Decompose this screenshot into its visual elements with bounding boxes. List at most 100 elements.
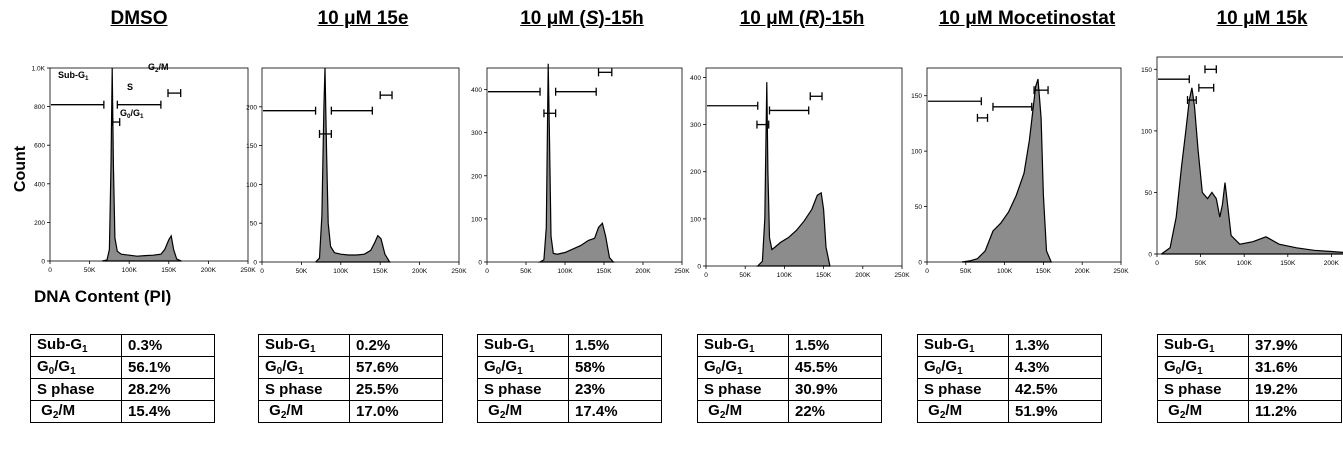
x-tick-label: 200K xyxy=(201,267,217,274)
phase-value: 15.4% xyxy=(121,400,215,423)
phase-value: 51.9% xyxy=(1008,400,1102,423)
phase-value: 45.5% xyxy=(788,356,882,379)
phase-value: 25.5% xyxy=(349,378,443,401)
panel-title-4: 10 μM (R)-15h xyxy=(739,8,865,29)
y-tick-label: 300 xyxy=(690,122,701,129)
y-tick-label: 100 xyxy=(690,216,701,223)
x-tick-label: 200K xyxy=(412,268,428,275)
phase-value: 4.3% xyxy=(1008,356,1102,379)
phase-value: 37.9% xyxy=(1248,334,1342,357)
x-tick-label: 0 xyxy=(704,272,708,279)
histogram-area xyxy=(961,78,1053,263)
x-tick-label: 0 xyxy=(48,267,52,274)
histogram-area xyxy=(537,63,615,263)
phase-label: Sub-G1 xyxy=(1157,334,1249,357)
histogram-area xyxy=(102,67,182,262)
panel-title-6: 10 μM 15k xyxy=(1216,8,1308,29)
x-tick-label: 250K xyxy=(1113,268,1129,275)
phase-value: 56.1% xyxy=(121,356,215,379)
phase-table-1: Sub-G1 0.3% G0/G1 56.1% S phase 28.2% G2/M 15.… xyxy=(30,334,215,423)
table-row: G2/M 22% xyxy=(697,400,882,423)
y-tick-label: 200 xyxy=(471,173,482,180)
x-tick-label: 100K xyxy=(777,272,793,279)
y-tick-label: 100 xyxy=(246,182,257,189)
histogram-area xyxy=(1161,87,1343,255)
x-tick-label: 250K xyxy=(240,267,256,274)
x-tick-label: 150K xyxy=(373,268,389,275)
phase-table-3: Sub-G1 1.5% G0/G1 58% S phase 23% G2/M 17.4% xyxy=(477,334,662,423)
x-tick-label: 50K xyxy=(739,272,751,279)
y-tick-label: 600 xyxy=(34,143,45,150)
phase-label: S phase xyxy=(258,378,350,401)
histogram-area xyxy=(756,82,831,267)
y-tick-label: 100 xyxy=(471,216,482,223)
table-row: G2/M 51.9% xyxy=(917,400,1102,423)
y-tick-label: 400 xyxy=(471,87,482,94)
table-row: Sub-G1 37.9% xyxy=(1157,334,1342,357)
y-tick-label: 150 xyxy=(1141,67,1152,74)
phase-label: S phase xyxy=(1157,378,1249,401)
x-tick-label: 150K xyxy=(596,268,612,275)
phase-label: S phase xyxy=(477,378,569,401)
y-tick-label: 0 xyxy=(41,259,45,266)
x-tick-label: 200K xyxy=(1324,260,1340,267)
y-tick-label: 0 xyxy=(478,260,482,267)
y-tick-label: 800 xyxy=(34,104,45,111)
phase-value: 17.0% xyxy=(349,400,443,423)
y-tick-label: 0 xyxy=(1148,252,1152,259)
x-tick-label: 100K xyxy=(1237,260,1253,267)
x-tick-label: 200K xyxy=(855,272,871,279)
phase-value: 31.6% xyxy=(1248,356,1342,379)
panel-title-1: DMSO xyxy=(110,8,168,29)
y-tick-label: 200 xyxy=(246,104,257,111)
table-row: S phase 42.5% xyxy=(917,378,1102,401)
gate-label: G2/M xyxy=(148,62,169,74)
y-tick-label: 50 xyxy=(915,204,923,211)
x-tick-label: 200K xyxy=(1075,268,1091,275)
y-tick-label: 200 xyxy=(34,220,45,227)
x-tick-label: 100K xyxy=(333,268,349,275)
phase-label: G0/G1 xyxy=(1157,356,1249,379)
phase-label: Sub-G1 xyxy=(917,334,1009,357)
phase-label: G2/M xyxy=(477,400,569,423)
phase-table-6: Sub-G1 37.9% G0/G1 31.6% S phase 19.2% G2/M 11… xyxy=(1157,334,1342,423)
x-tick-label: 250K xyxy=(674,268,690,275)
table-row: G0/G1 31.6% xyxy=(1157,356,1342,379)
phase-value: 19.2% xyxy=(1248,378,1342,401)
x-tick-label: 200K xyxy=(635,268,651,275)
phase-value: 22% xyxy=(788,400,882,423)
phase-value: 1.3% xyxy=(1008,334,1102,357)
table-row: Sub-G1 1.5% xyxy=(477,334,662,357)
phase-table-4: Sub-G1 1.5% G0/G1 45.5% S phase 30.9% G2/M 22% xyxy=(697,334,882,423)
phase-label: G2/M xyxy=(697,400,789,423)
table-row: S phase 19.2% xyxy=(1157,378,1342,401)
table-row: S phase 23% xyxy=(477,378,662,401)
y-tick-label: 100 xyxy=(1141,128,1152,135)
x-tick-label: 0 xyxy=(925,268,929,275)
phase-value: 17.4% xyxy=(568,400,662,423)
y-tick-label: 150 xyxy=(911,93,922,100)
table-row: G2/M 17.0% xyxy=(258,400,443,423)
x-tick-label: 0 xyxy=(485,268,489,275)
x-tick-label: 50K xyxy=(960,268,972,275)
x-tick-label: 50K xyxy=(84,267,96,274)
phase-table-5: Sub-G1 1.3% G0/G1 4.3% S phase 42.5% G2/M 51.9… xyxy=(917,334,1102,423)
phase-label: G0/G1 xyxy=(697,356,789,379)
y-tick-label: 200 xyxy=(690,169,701,176)
table-row: G2/M 15.4% xyxy=(30,400,215,423)
y-tick-label: 0 xyxy=(697,264,701,271)
phase-label: S phase xyxy=(697,378,789,401)
phase-value: 0.3% xyxy=(121,334,215,357)
phase-label: G2/M xyxy=(258,400,350,423)
x-tick-label: 250K xyxy=(451,268,467,275)
x-axis-label: DNA Content (PI) xyxy=(34,287,172,306)
x-tick-label: 50K xyxy=(520,268,532,275)
phase-value: 28.2% xyxy=(121,378,215,401)
gate-label: G0/G1 xyxy=(120,108,144,120)
gate-label: S xyxy=(127,82,133,92)
phase-label: G0/G1 xyxy=(477,356,569,379)
